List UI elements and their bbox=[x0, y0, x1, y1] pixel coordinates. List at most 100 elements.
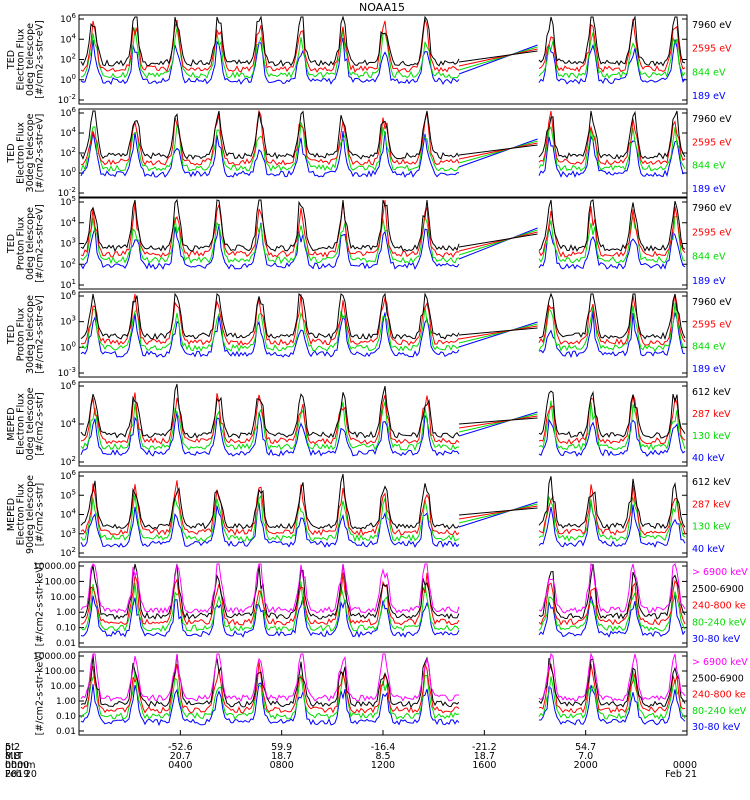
legend-entry: 844 eV bbox=[692, 342, 726, 353]
y-axis-label-line: 90deg telescope bbox=[25, 475, 36, 554]
y-axis-label-line: [#/cm2-s-str-eV] bbox=[35, 204, 46, 283]
gap-connector bbox=[458, 325, 538, 340]
legend-entry: > 6900 keV bbox=[692, 567, 748, 578]
x-tick-label: 8.8 bbox=[5, 751, 20, 762]
gap-connector bbox=[458, 507, 538, 516]
legend-entry: 240-800 ke bbox=[692, 690, 746, 701]
gap-connector bbox=[458, 46, 538, 71]
series-trace bbox=[80, 37, 686, 86]
series-trace bbox=[80, 400, 686, 452]
legend-entry: 7960 eV bbox=[692, 297, 732, 308]
gap-connector bbox=[458, 144, 538, 156]
x-tick-label: 0800 bbox=[270, 760, 294, 771]
y-tick-label: 103 bbox=[60, 315, 76, 328]
legend-entry: 130 keV bbox=[692, 431, 731, 442]
series-trace bbox=[80, 293, 686, 341]
y-axis-label-line: Electron Flux bbox=[16, 393, 27, 455]
x-tick-label: 59.9 bbox=[271, 742, 292, 753]
x-tick-label: Feb 21 bbox=[665, 769, 697, 780]
gap-connector bbox=[458, 503, 538, 524]
legend-entry: 7960 eV bbox=[692, 203, 732, 214]
y-axis-label-line: MEPED bbox=[6, 498, 17, 531]
legend-entry: 287 keV bbox=[692, 409, 731, 420]
y-tick-label: 100 bbox=[60, 166, 76, 179]
x-tick-label: Feb 20 bbox=[5, 769, 37, 780]
x-tick-label: 18.7 bbox=[271, 751, 292, 762]
x-tick-label: 0000 bbox=[673, 760, 697, 771]
series-trace bbox=[80, 480, 686, 537]
y-axis-label-line: [#/cm2-s-str-keV] bbox=[35, 563, 46, 647]
legend-entry: 2595 eV bbox=[692, 319, 732, 330]
y-tick-label: 0.01 bbox=[56, 727, 76, 737]
y-tick-label: 0.01 bbox=[56, 639, 76, 649]
series-trace bbox=[80, 581, 686, 633]
y-tick-label: 10-3 bbox=[58, 366, 76, 379]
legend-entry: 612 keV bbox=[692, 387, 731, 398]
x-tick-label: -52.6 bbox=[168, 742, 193, 753]
series-trace bbox=[80, 682, 686, 727]
series-trace bbox=[80, 199, 686, 253]
gap-connector bbox=[458, 44, 538, 75]
legend-entry: 30-80 keV bbox=[692, 722, 741, 733]
legend-entry: 2500-6900 bbox=[692, 584, 744, 595]
gap-connector bbox=[458, 48, 538, 67]
x-tick-label: 20.7 bbox=[170, 751, 191, 762]
series-trace bbox=[80, 411, 686, 457]
legend-entry: 2595 eV bbox=[692, 227, 732, 238]
x-tick-label: 1200 bbox=[371, 760, 395, 771]
series-trace bbox=[80, 122, 686, 173]
legend-entry: 7960 eV bbox=[692, 20, 732, 31]
series-trace bbox=[80, 563, 686, 615]
y-tick-label: 103 bbox=[60, 237, 76, 250]
y-tick-label: 106 bbox=[60, 106, 76, 119]
y-axis-label-line: TED bbox=[6, 234, 17, 254]
gap-connector bbox=[458, 501, 538, 528]
series-trace bbox=[80, 661, 686, 714]
legend-entry: 844 eV bbox=[692, 252, 726, 263]
y-axis-label-line: [#/cm2-s-str-eV] bbox=[35, 114, 46, 193]
series-trace bbox=[80, 594, 686, 639]
series-trace bbox=[80, 563, 686, 620]
gap-connector bbox=[458, 231, 538, 252]
legend-entry: 30-80 keV bbox=[692, 634, 741, 645]
x-row-label: hhmm bbox=[5, 760, 36, 771]
y-axis-label-line: 30deg telescope bbox=[25, 113, 36, 192]
y-tick-label: 10-2 bbox=[58, 93, 76, 106]
x-row-label: pt bbox=[5, 742, 15, 753]
series-trace bbox=[80, 572, 686, 626]
gap-connector bbox=[458, 138, 538, 168]
gap-connector bbox=[458, 50, 538, 63]
legend-entry: > 6900 keV bbox=[692, 657, 748, 668]
y-tick-label: 104 bbox=[60, 126, 76, 139]
y-axis-label-line: [#/cm2-s-str-eV] bbox=[35, 295, 46, 374]
x-row-label: MLT bbox=[5, 751, 23, 762]
y-axis-label-line: TED bbox=[6, 50, 17, 70]
x-tick-label: 7.0 bbox=[578, 751, 593, 762]
y-tick-label: 102 bbox=[60, 546, 76, 559]
legend-entry: 240-800 ke bbox=[692, 601, 746, 612]
x-tick-label: 5.2 bbox=[5, 742, 20, 753]
y-tick-label: 1.00 bbox=[56, 697, 76, 707]
x-tick-label: 0000 bbox=[5, 760, 29, 771]
legend-entry: 80-240 keV bbox=[692, 706, 747, 717]
y-axis-label-line: TED bbox=[6, 143, 17, 163]
legend-entry: 40 keV bbox=[692, 453, 725, 464]
gap-connector bbox=[458, 321, 538, 348]
y-axis-label-line: Proton Flux bbox=[16, 216, 27, 270]
y-tick-label: 0.10 bbox=[56, 712, 76, 722]
series-trace bbox=[80, 473, 686, 531]
y-tick-label: 104 bbox=[60, 216, 76, 229]
y-tick-label: 106 bbox=[60, 469, 76, 482]
legend-entry: 2595 eV bbox=[692, 137, 732, 148]
series-trace bbox=[80, 502, 686, 548]
legend-entry: 2595 eV bbox=[692, 44, 732, 55]
panel-7: 10000.00 100.00 10.00 1.00 0.10 0.01 [#/cm2-s-… bbox=[33, 561, 748, 649]
series-trace bbox=[80, 302, 686, 353]
gap-connector bbox=[458, 227, 538, 260]
